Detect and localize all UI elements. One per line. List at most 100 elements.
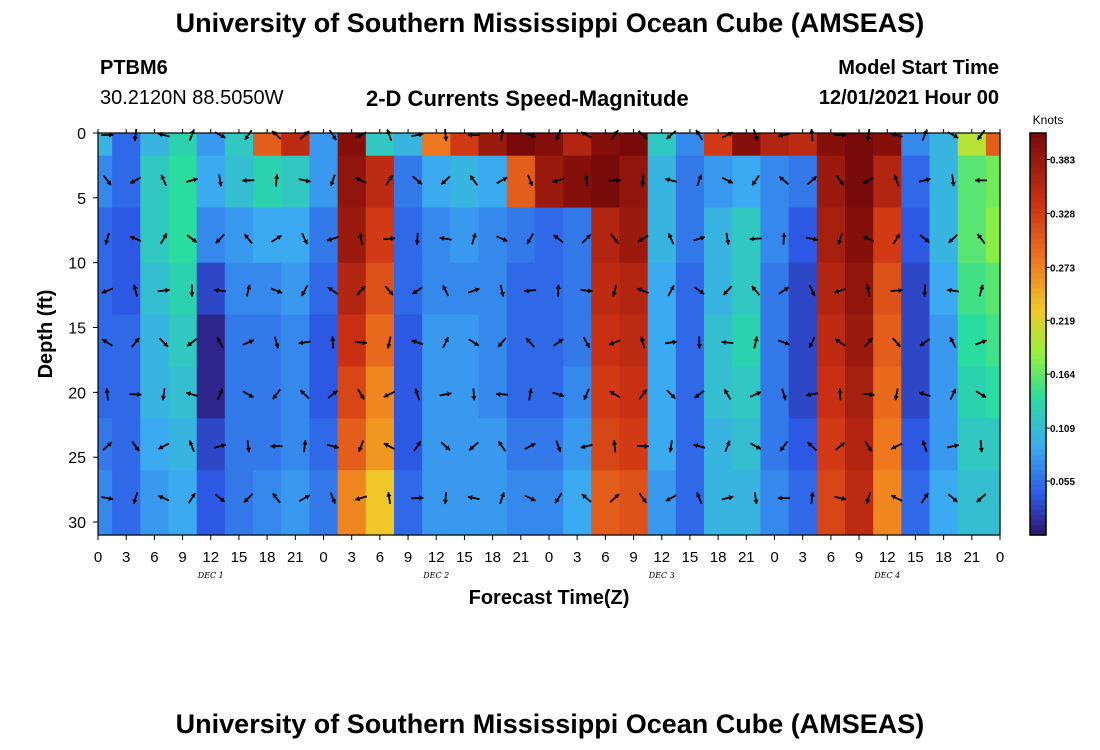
heatmap-cell	[647, 207, 677, 264]
x-tick-label: 21	[738, 549, 755, 566]
current-arrow	[185, 177, 198, 183]
heatmap-cell	[591, 366, 621, 419]
heatmap-cell	[478, 418, 508, 471]
current-arrow	[837, 388, 843, 401]
y-tick-label: 20	[68, 385, 86, 402]
x-axis: 0 3 6 9 12 15 18 21 0 3 6 9 12 15 18 21 0 3 6 9 12 15 18 21 0 3 6 9…	[94, 129, 1004, 580]
heatmap-cell	[112, 155, 141, 209]
heatmap-cell	[647, 470, 677, 536]
current-arrow	[160, 174, 167, 187]
x-tick-label: 15	[456, 549, 473, 566]
current-arrow	[524, 288, 537, 294]
heatmap-cell	[422, 470, 451, 536]
heatmap-cell	[281, 133, 310, 157]
heatmap-cell	[112, 470, 141, 536]
heatmap-cell	[901, 262, 931, 316]
current-arrow	[976, 129, 986, 141]
day-label: DEC 2	[422, 571, 449, 580]
heatmap-cell	[394, 133, 423, 157]
current-arrow	[355, 176, 367, 184]
current-arrow	[412, 175, 423, 185]
current-arrow	[893, 388, 899, 401]
current-arrow	[496, 235, 508, 243]
heatmap-cell	[534, 470, 564, 536]
current-arrow	[329, 492, 337, 504]
heatmap-cell	[309, 314, 339, 367]
current-arrow	[918, 391, 931, 398]
current-arrow	[129, 176, 142, 185]
current-arrow	[298, 178, 311, 184]
heatmap-cell	[394, 207, 423, 264]
current-arrow	[552, 338, 564, 347]
colorbar-segment	[1030, 248, 1046, 255]
colorbar-segment	[1030, 479, 1046, 486]
heatmap-cell	[309, 470, 339, 536]
current-arrow	[414, 388, 421, 401]
heatmap-cell	[196, 418, 226, 471]
current-arrow	[384, 285, 394, 296]
current-arrow	[302, 440, 308, 453]
heatmap-cell	[478, 155, 508, 209]
current-arrow	[443, 128, 449, 142]
y-tick-label: 10	[68, 256, 86, 273]
heatmap-cell	[647, 366, 677, 419]
heatmap-cell	[365, 418, 395, 471]
heatmap-cell	[394, 366, 423, 419]
current-arrow	[638, 389, 648, 400]
x-tick-label: 6	[150, 549, 158, 566]
colorbar-segment	[1030, 313, 1046, 320]
heatmap-cell	[98, 418, 113, 471]
heatmap-cell	[506, 262, 536, 316]
current-arrow	[132, 492, 139, 505]
current-arrow	[101, 132, 114, 138]
current-arrow	[101, 338, 113, 347]
colorbar-segment	[1030, 419, 1046, 425]
heatmap-cell	[675, 133, 705, 157]
current-arrow	[357, 388, 365, 400]
heatmap-cell	[901, 133, 931, 157]
heatmap-cell	[704, 155, 733, 209]
current-arrow	[721, 495, 734, 501]
colorbar-segment	[1030, 143, 1046, 149]
current-arrow	[326, 443, 339, 450]
current-arrow	[101, 495, 114, 501]
heatmap-cell	[985, 418, 1001, 471]
current-arrow	[440, 175, 451, 186]
current-arrow	[749, 442, 762, 450]
current-arrow	[749, 391, 762, 398]
colorbar-segment	[1030, 178, 1046, 184]
heatmap-cell	[337, 470, 367, 536]
heatmap-cell	[760, 133, 790, 157]
current-arrow	[499, 284, 505, 297]
current-arrow	[781, 232, 787, 245]
x-tick-label: 12	[202, 549, 219, 566]
current-arrow	[272, 389, 281, 400]
heatmap-cell	[901, 418, 931, 471]
current-arrow	[216, 388, 224, 401]
heatmap-cell	[675, 207, 705, 264]
x-tick-label: 3	[799, 549, 807, 566]
heatmap-cell	[98, 207, 113, 264]
current-arrow	[583, 174, 589, 187]
current-arrow	[753, 336, 759, 349]
heatmap-cell	[647, 155, 677, 209]
x-tick-label: 21	[287, 549, 304, 566]
x-tick-label: 9	[629, 549, 637, 566]
current-arrow	[354, 340, 368, 346]
current-arrow	[242, 390, 254, 399]
current-arrow	[216, 336, 224, 349]
colorbar-segment	[1030, 238, 1046, 245]
heatmap-cell	[619, 207, 649, 264]
heatmap-cell	[591, 314, 621, 367]
colorbar-segment	[1030, 163, 1046, 169]
current-arrow	[608, 177, 621, 183]
colorbar-segment	[1030, 243, 1046, 250]
x-tick-label: 18	[935, 549, 952, 566]
current-arrow	[664, 339, 678, 345]
current-arrow	[411, 339, 424, 346]
heatmap-cell	[534, 155, 564, 209]
current-arrow	[865, 128, 871, 142]
current-arrow	[355, 495, 368, 502]
current-arrow	[214, 493, 226, 503]
current-arrow	[442, 492, 448, 505]
